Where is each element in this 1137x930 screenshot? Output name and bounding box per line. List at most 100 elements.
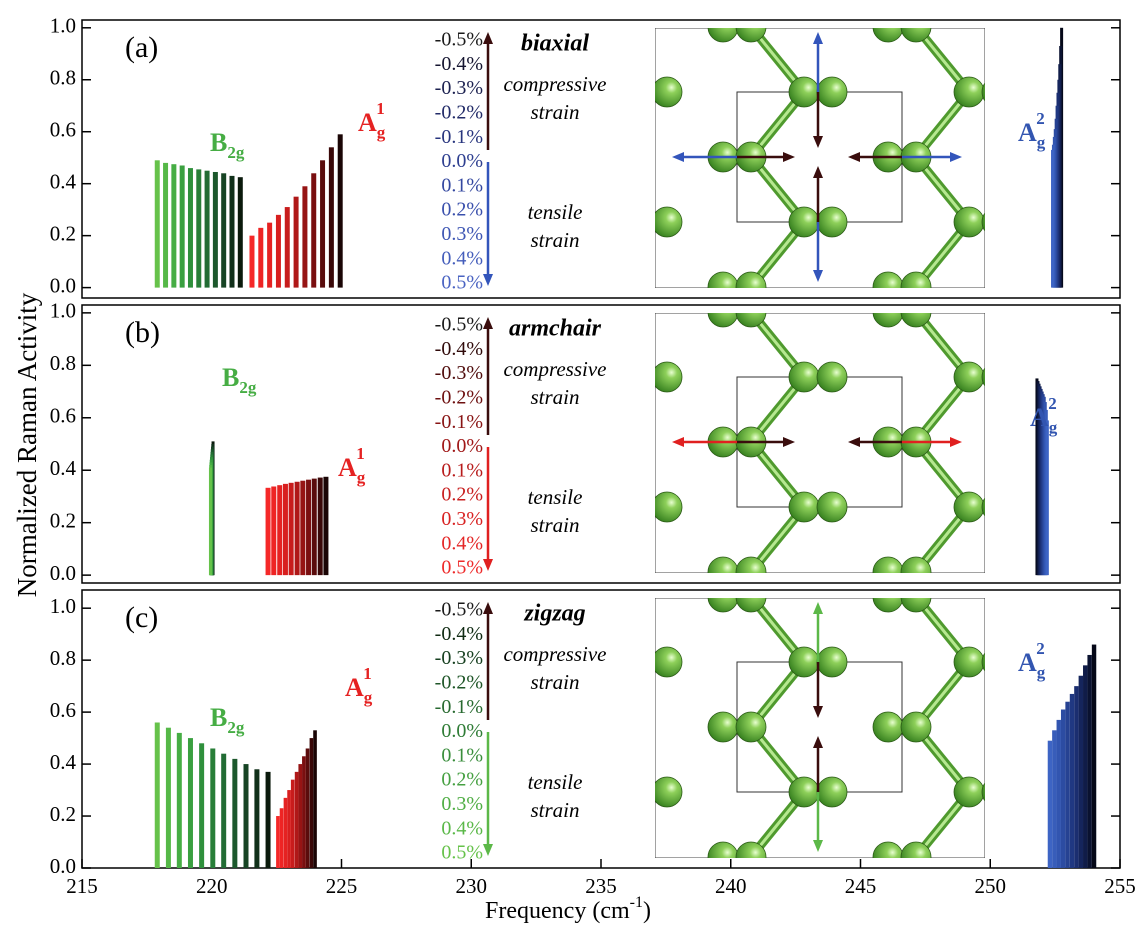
peak-label-main: A <box>1030 403 1049 432</box>
bar <box>1061 710 1065 868</box>
bar <box>329 147 334 287</box>
tensile-label: strain <box>530 798 579 822</box>
bar <box>1087 655 1091 868</box>
page: Normalized Raman Activity Frequency (cm-… <box>0 0 1137 930</box>
bar <box>1051 150 1054 288</box>
bar <box>284 798 288 868</box>
bar <box>280 808 284 868</box>
bar <box>312 479 317 576</box>
compressive-label: compressive <box>503 72 606 96</box>
y-tick-label: 0.4 <box>50 456 77 480</box>
strain-level: -0.5% <box>435 599 483 621</box>
peak-label-sub: g <box>364 688 373 707</box>
atom <box>652 207 682 237</box>
atom <box>652 77 682 107</box>
bar <box>311 173 316 287</box>
strain-mode: zigzag <box>523 601 585 627</box>
figure: Normalized Raman Activity Frequency (cm-… <box>0 0 1137 930</box>
bar <box>229 176 234 288</box>
tensile-label: strain <box>530 513 579 537</box>
peak-label-sup: 1 <box>356 444 365 463</box>
bar <box>283 484 288 575</box>
strain-level: 0.5% <box>441 557 483 579</box>
peak-label-sup: 2 <box>1036 639 1045 658</box>
strain-level: -0.4% <box>435 53 483 75</box>
strain-level: 0.0% <box>441 150 483 172</box>
bar <box>163 163 168 288</box>
strain-level: 0.2% <box>441 484 483 506</box>
bar <box>295 772 299 868</box>
y-tick-label: 0.0 <box>50 273 76 297</box>
compressive-label: strain <box>530 670 579 694</box>
bar <box>258 228 263 288</box>
strain-level: 0.1% <box>441 174 483 196</box>
atom <box>652 362 682 392</box>
bar <box>291 780 295 868</box>
bar <box>1052 730 1056 868</box>
bar <box>221 173 226 287</box>
x-tick-label: 220 <box>196 874 228 898</box>
tensile-label: strain <box>530 228 579 252</box>
bar <box>249 236 254 288</box>
atom <box>954 207 984 237</box>
bar <box>320 160 325 287</box>
bar <box>302 756 306 868</box>
atom <box>901 712 931 742</box>
strain-level: -0.5% <box>435 314 483 336</box>
atom <box>789 777 819 807</box>
bar <box>266 772 271 868</box>
peak-label-main: B <box>210 128 227 157</box>
bar <box>306 748 310 868</box>
y-tick-label: 0.6 <box>50 404 76 428</box>
bar <box>221 754 226 868</box>
atom <box>954 777 984 807</box>
tensile-label: tensile <box>528 200 583 224</box>
strain-level: 0.1% <box>441 744 483 766</box>
strain-level: -0.1% <box>435 126 483 148</box>
bar <box>276 215 281 288</box>
bar <box>271 486 276 575</box>
bar <box>166 728 171 868</box>
atom <box>873 712 903 742</box>
peak-label-main: A <box>345 673 364 702</box>
atom <box>954 647 984 677</box>
strain-level: 0.3% <box>441 223 483 245</box>
atom <box>736 712 766 742</box>
x-axis-title: Frequency (cm-1) <box>485 894 651 924</box>
atom <box>954 77 984 107</box>
bar <box>155 160 160 287</box>
atom <box>817 647 847 677</box>
strain-level: -0.3% <box>435 77 483 99</box>
atom <box>652 777 682 807</box>
peak-label-main: B <box>222 363 239 392</box>
strain-level: 0.3% <box>441 793 483 815</box>
bar <box>199 743 204 868</box>
peak-label-main: A <box>358 108 377 137</box>
y-tick-label: 0.4 <box>50 750 77 774</box>
x-tick-label: 235 <box>585 874 617 898</box>
bar <box>267 223 272 288</box>
compressive-label: strain <box>530 100 579 124</box>
atom <box>817 207 847 237</box>
y-tick-label: 0.8 <box>50 66 76 90</box>
bar <box>310 738 314 868</box>
strain-level: 0.1% <box>441 459 483 481</box>
bar <box>188 168 193 288</box>
strain-level: 0.4% <box>441 532 483 554</box>
peak-label-main: A <box>1018 648 1037 677</box>
x-tick-label: 255 <box>1104 874 1136 898</box>
panel-label: (c) <box>125 601 158 634</box>
atom <box>817 492 847 522</box>
strain-level: -0.5% <box>435 29 483 51</box>
strain-level: -0.1% <box>435 411 483 433</box>
y-axis-title: Normalized Raman Activity <box>12 292 42 597</box>
tensile-label: tensile <box>528 770 583 794</box>
peak-label-sub: 2g <box>239 378 257 397</box>
tensile-label: tensile <box>528 485 583 509</box>
bar <box>294 197 299 288</box>
bar <box>289 483 294 575</box>
compressive-label: compressive <box>503 642 606 666</box>
atom <box>817 77 847 107</box>
bar <box>1074 686 1078 868</box>
structure-box <box>655 598 985 858</box>
